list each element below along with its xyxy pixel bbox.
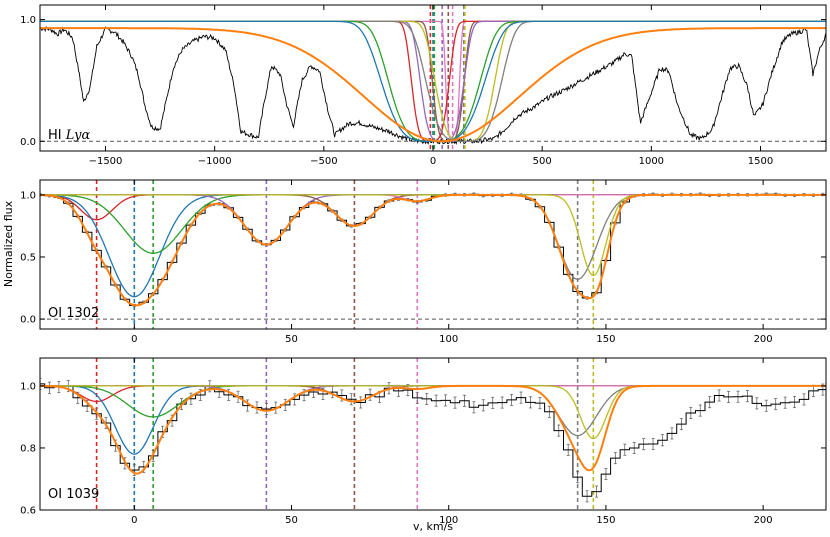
total-profile: [40, 384, 826, 475]
panel-label: OI 1039: [48, 487, 99, 502]
component-profile-red: [40, 20, 826, 142]
y-tick-label: 0.6: [20, 506, 36, 517]
x-tick-label: 0: [430, 156, 436, 167]
x-tick-label: 1500: [748, 156, 773, 167]
axes-frame: [39, 357, 827, 511]
component-profile-purple: [40, 194, 826, 246]
panel-label: OI 1302: [48, 306, 99, 321]
y-tick-label: 1.0: [20, 15, 36, 26]
x-tick-label: 50: [285, 334, 298, 345]
x-tick-label: 100: [439, 515, 458, 526]
y-tick-label: 1.0: [20, 381, 36, 392]
component-profile-purple: [40, 385, 826, 412]
component-profile-olive: [40, 385, 826, 440]
panel-2: 0 50 100 150 200 0.0 0.5 1.0 OI 1302: [20, 179, 827, 345]
total-profile: [40, 193, 826, 307]
x-tick-label: 0: [131, 515, 137, 526]
component-profile-gray: [40, 385, 826, 437]
component-profile-gray: [40, 194, 826, 280]
plot-area: [40, 180, 826, 329]
x-tick-label: −1000: [198, 156, 232, 167]
component-profile-green: [40, 20, 826, 142]
panel-label: HI Lyα: [48, 128, 90, 143]
y-tick-label: 0.8: [20, 443, 36, 454]
y-tick-label: 1.0: [20, 190, 36, 201]
spectrum-data: [40, 193, 826, 306]
y-tick-label: 0.0: [20, 315, 36, 326]
component-profile-pink: [40, 20, 826, 142]
panel-3: 0 50 100 150 200 0.6 0.8 1.0 OI 1039: [20, 357, 827, 526]
component-profile-brown: [40, 194, 826, 227]
x-tick-label: 150: [596, 334, 615, 345]
x-tick-label: 200: [754, 515, 773, 526]
x-tick-label: 1000: [639, 156, 664, 167]
axes-frame: [39, 179, 827, 330]
x-tick-label: 0: [131, 334, 137, 345]
plot-area: [40, 5, 826, 151]
component-profile-olive: [40, 20, 826, 142]
x-tick-label: 500: [533, 156, 552, 167]
panel-1: −1500 −1000 −500 0 500 1000 1500 0.0 1.0 HI Lyα: [20, 4, 827, 167]
x-tick-label: 150: [596, 515, 615, 526]
y-tick-label: 0.0: [20, 137, 36, 148]
component-profile-gray: [40, 20, 826, 142]
component-profile-purple: [40, 20, 826, 142]
component-profile-blue: [40, 20, 826, 142]
plot-area: [40, 358, 826, 510]
x-tick-label: −500: [310, 156, 337, 167]
x-tick-label: 200: [754, 334, 773, 345]
component-profile-green: [40, 385, 826, 418]
total-profile: [40, 27, 826, 143]
component-profile-olive: [40, 194, 826, 277]
x-tick-label: 100: [439, 334, 458, 345]
x-tick-label: −1500: [89, 156, 123, 167]
component-profile-green: [40, 194, 826, 254]
spectrum-data: [40, 383, 826, 497]
x-axis-label: v, km/s: [413, 520, 453, 533]
component-profile-brown: [40, 20, 826, 142]
y-axis-label: Normalized flux: [2, 200, 15, 287]
y-tick-label: 0.5: [20, 252, 36, 263]
x-tick-label: 50: [285, 515, 298, 526]
